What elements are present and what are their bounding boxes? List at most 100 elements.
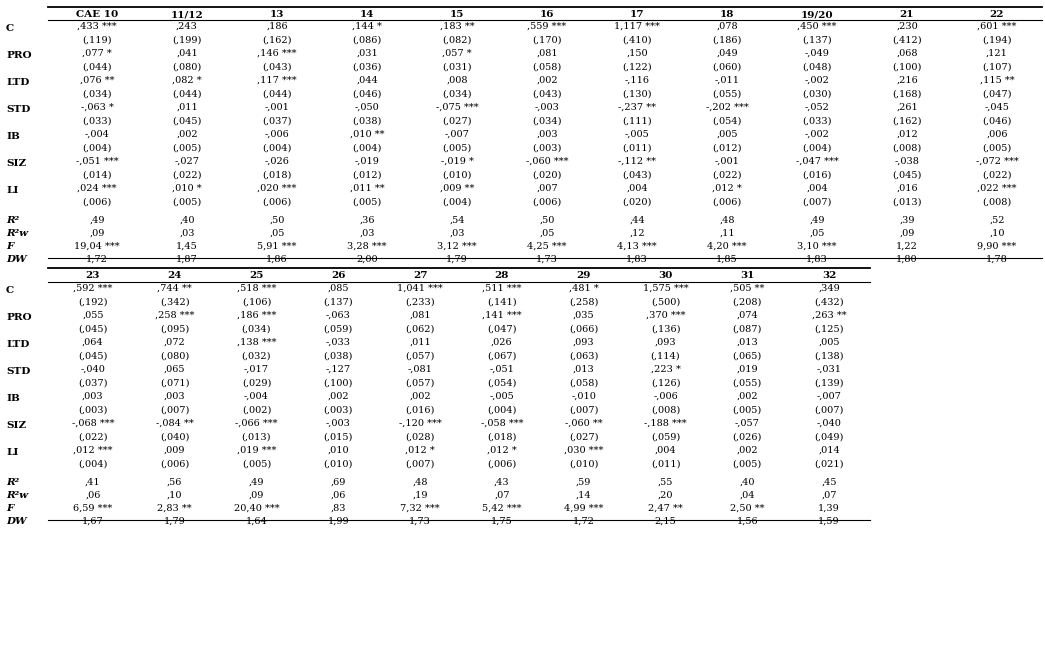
- Text: IB: IB: [6, 394, 20, 403]
- Text: ,019 ***: ,019 ***: [237, 446, 276, 455]
- Text: (,006): (,006): [160, 459, 189, 469]
- Text: -,006: -,006: [264, 130, 289, 139]
- Text: 1,117 ***: 1,117 ***: [614, 22, 660, 31]
- Text: 1,83: 1,83: [806, 255, 828, 264]
- Text: 1,79: 1,79: [446, 255, 468, 264]
- Text: ,48: ,48: [413, 478, 427, 487]
- Text: ,020 ***: ,020 ***: [257, 184, 297, 193]
- Text: ,006: ,006: [986, 130, 1007, 139]
- Text: -,066 ***: -,066 ***: [235, 419, 278, 428]
- Text: (,043): (,043): [262, 62, 292, 71]
- Text: (,055): (,055): [733, 378, 762, 388]
- Text: (,005): (,005): [733, 459, 762, 469]
- Text: (,137): (,137): [324, 297, 353, 307]
- Text: (,208): (,208): [733, 297, 762, 307]
- Text: (,004): (,004): [803, 143, 832, 152]
- Text: ,50: ,50: [539, 216, 555, 225]
- Text: (,233): (,233): [405, 297, 435, 307]
- Text: 11/12: 11/12: [170, 10, 204, 19]
- Text: ,50: ,50: [270, 216, 284, 225]
- Text: (,031): (,031): [442, 62, 471, 71]
- Text: -,002: -,002: [805, 76, 830, 85]
- Text: -,011: -,011: [715, 76, 740, 85]
- Text: (,048): (,048): [803, 62, 832, 71]
- Text: (,004): (,004): [352, 143, 381, 152]
- Text: -,081: -,081: [408, 365, 433, 374]
- Text: -,038: -,038: [895, 157, 920, 166]
- Text: (,100): (,100): [324, 378, 353, 388]
- Text: (,067): (,067): [487, 351, 516, 360]
- Text: ,014: ,014: [818, 446, 840, 455]
- Text: ,002: ,002: [327, 392, 349, 401]
- Text: (,122): (,122): [622, 62, 652, 71]
- Text: (,005): (,005): [172, 198, 202, 207]
- Text: ,40: ,40: [180, 216, 194, 225]
- Text: 30: 30: [658, 271, 673, 280]
- Text: 26: 26: [331, 271, 346, 280]
- Text: 5,91 ***: 5,91 ***: [257, 242, 297, 251]
- Text: ,45: ,45: [821, 478, 837, 487]
- Text: (,011): (,011): [622, 143, 652, 152]
- Text: -,057: -,057: [735, 419, 760, 428]
- Text: ,012 *: ,012 *: [712, 184, 742, 193]
- Text: ,43: ,43: [494, 478, 510, 487]
- Text: (,030): (,030): [803, 89, 832, 98]
- Text: ,48: ,48: [719, 216, 735, 225]
- Text: (,034): (,034): [83, 89, 112, 98]
- Text: (,026): (,026): [733, 432, 762, 441]
- Text: 1,85: 1,85: [716, 255, 738, 264]
- Text: (,037): (,037): [78, 378, 108, 388]
- Text: -,002: -,002: [805, 130, 830, 139]
- Text: (,010): (,010): [570, 459, 599, 469]
- Text: R²: R²: [6, 478, 19, 487]
- Text: (,005): (,005): [241, 459, 271, 469]
- Text: 2,50 **: 2,50 **: [730, 504, 765, 513]
- Text: R²: R²: [6, 216, 19, 225]
- Text: ,481 *: ,481 *: [568, 284, 599, 293]
- Text: -,075 ***: -,075 ***: [436, 103, 479, 112]
- Text: 1,39: 1,39: [818, 504, 840, 513]
- Text: (,006): (,006): [532, 198, 561, 207]
- Text: (,063): (,063): [570, 351, 599, 360]
- Text: 22: 22: [990, 10, 1004, 19]
- Text: (,162): (,162): [892, 117, 922, 126]
- Text: (,186): (,186): [713, 36, 742, 45]
- Text: ,223 *: ,223 *: [651, 365, 680, 374]
- Text: R²ᴡ: R²ᴡ: [6, 491, 28, 500]
- Text: (,040): (,040): [160, 432, 189, 441]
- Text: ,012 *: ,012 *: [405, 446, 435, 455]
- Text: (,007): (,007): [803, 198, 832, 207]
- Text: 31: 31: [740, 271, 754, 280]
- Text: -,001: -,001: [715, 157, 740, 166]
- Text: (,114): (,114): [651, 351, 680, 360]
- Text: (,043): (,043): [622, 170, 652, 179]
- Text: SIZ: SIZ: [6, 159, 26, 168]
- Text: ,003: ,003: [164, 392, 186, 401]
- Text: (,045): (,045): [172, 117, 202, 126]
- Text: ,09: ,09: [89, 229, 104, 238]
- Text: ,012 ***: ,012 ***: [73, 446, 113, 455]
- Text: ,011: ,011: [177, 103, 198, 112]
- Text: ,40: ,40: [740, 478, 756, 487]
- Text: (,007): (,007): [814, 406, 843, 415]
- Text: ,057 *: ,057 *: [442, 49, 471, 58]
- Text: ,144 *: ,144 *: [352, 22, 381, 31]
- Text: ,450 ***: ,450 ***: [797, 22, 837, 31]
- Text: 4,13 ***: 4,13 ***: [618, 242, 657, 251]
- Text: SIZ: SIZ: [6, 421, 26, 430]
- Text: ,011 **: ,011 **: [350, 184, 385, 193]
- Text: ,14: ,14: [576, 491, 591, 500]
- Text: (,066): (,066): [570, 325, 599, 334]
- Text: ,261: ,261: [897, 103, 918, 112]
- Text: ,004: ,004: [806, 184, 828, 193]
- Text: ,002: ,002: [410, 392, 431, 401]
- Text: (,018): (,018): [262, 170, 292, 179]
- Text: ,19: ,19: [413, 491, 427, 500]
- Text: PRO: PRO: [6, 313, 31, 322]
- Text: ,002: ,002: [737, 392, 758, 401]
- Text: 9,90 ***: 9,90 ***: [977, 242, 1017, 251]
- Text: -,058 ***: -,058 ***: [481, 419, 524, 428]
- Text: 3,10 ***: 3,10 ***: [797, 242, 837, 251]
- Text: 6,59 ***: 6,59 ***: [73, 504, 113, 513]
- Text: -,237 **: -,237 **: [618, 103, 656, 112]
